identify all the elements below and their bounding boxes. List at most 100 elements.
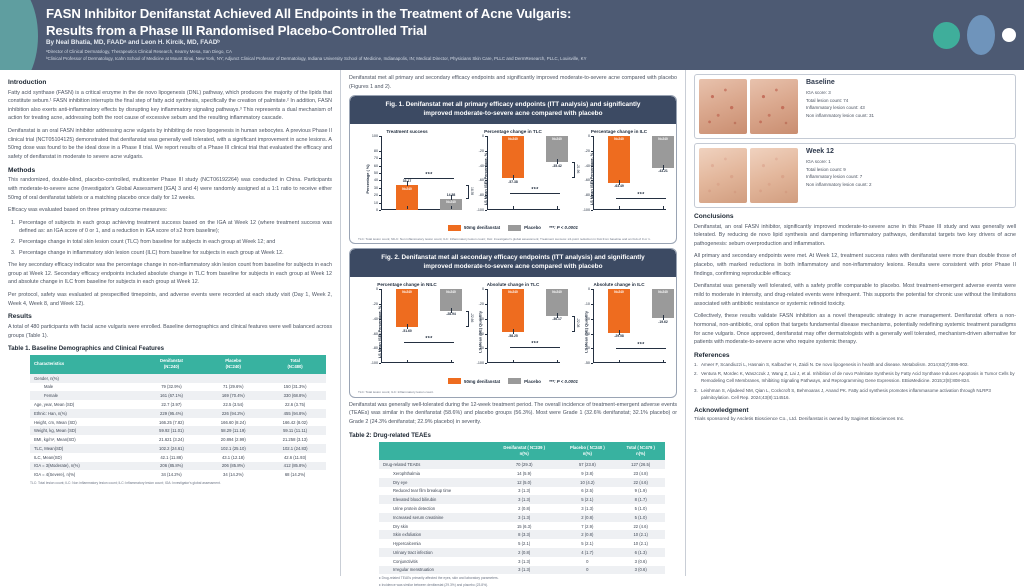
photo-caption-baseline: Baseline IGA score: 3 Total lesion count… [803, 79, 1011, 134]
x-tick [663, 206, 664, 210]
bar-rect [546, 135, 568, 163]
bar-n-label: N=240 [552, 137, 562, 142]
error-bar [512, 329, 514, 335]
column-header [379, 441, 491, 461]
bar-n-label: N=240 [508, 137, 518, 142]
author-list: By Neal Bhatia, MD, FAADᵃ and Leon H. Ki… [46, 39, 220, 46]
chart-panel-title: Absolute change in ILC [593, 282, 645, 288]
chart-panel: Percentage change in NILC LS Mean (SE) Pe… [354, 282, 474, 375]
intro-paragraph-1: Fatty acid synthase (FASN) is a critical… [8, 89, 332, 122]
photo-line: IGA score: 1 [806, 159, 831, 164]
table-row: Dry eye 12 (5.0) 10 (4.2) 22 (4.6) [379, 477, 665, 487]
row-label: Reduced tear film breakup time [379, 486, 491, 496]
y-tick-label: -100 [476, 361, 488, 366]
conclusion-paragraph-3: Denifanstat was generally well tolerated… [694, 283, 1016, 307]
figure-1-title: Fig. 1. Denifanstat met all primary effi… [350, 96, 676, 124]
table-cell: 79 (32.9%) [140, 382, 203, 392]
x-tick [557, 359, 558, 363]
y-tick-label: 40 [373, 178, 382, 183]
table-row: Urinary tract infection 2 (0.8) 4 (1.7) 6 (… [379, 547, 665, 557]
x-tick [513, 359, 514, 363]
plot-area: N=240 -58.25 N=240 -36.17 -22.08 *** [487, 289, 580, 364]
y-axis-ticks: 0 10 20 30 40 50 60 70 80 100 [368, 133, 382, 212]
y-tick-label: -60 [478, 331, 488, 336]
bar-denifanstat: N=240 -57.38 [502, 135, 524, 209]
table-row: Irregular menstruation 3 (1.3) 0 3 (0.6) [379, 565, 665, 575]
table-row: Reduced tear film breakup time 3 (1.3) 6 (… [379, 486, 665, 496]
y-tick-label: -80 [372, 346, 382, 351]
error-bar [618, 179, 620, 185]
difference-label: -21.96 [576, 164, 580, 174]
significance-line [510, 193, 560, 195]
table-cell [140, 373, 203, 383]
table-cell [202, 373, 265, 383]
reference-text: Ameer F, Scandiuzzi L, Hasnain S, Kalbac… [701, 361, 969, 367]
y-tick-label: 100 [371, 133, 382, 138]
table-cell: 2 (0.8) [558, 530, 617, 540]
y-tick-label: 50 [373, 170, 382, 175]
figure-1-body: Treatment success Percentage ( %) 0 10 20 30 4… [350, 124, 676, 234]
table-cell: 57 (23.8) [558, 460, 617, 469]
x-tick [407, 359, 408, 363]
table-cell: 0 [558, 565, 617, 575]
bar-placebo: N=240 14.58 [440, 136, 462, 210]
y-tick-label: 0 [481, 287, 488, 292]
bar-denifanstat: N=240 -63.49 [608, 135, 630, 209]
methods-paragraph-3: The key secondary efficacy indicator was… [8, 262, 332, 286]
row-label: Dry skin [379, 521, 491, 531]
column-header: Characteristics [30, 355, 141, 374]
table-row: Ethnic: Han, n(%) 229 (95.4%) 226 (94.2%) 4… [30, 408, 326, 418]
figure-2-legend: 50mg denifanstat Placebo ***: P < 0.0001 [354, 378, 672, 385]
table-row: Height, cm, Mean (SD) 166.25 (7.82) 166.60… [30, 417, 326, 427]
bar-rect [652, 289, 674, 319]
bar-rect [608, 289, 630, 333]
bar-rect [502, 135, 524, 179]
table-row: Increased serum creatinine 3 (1.3) 2 (0.8)… [379, 512, 665, 522]
table-cell: 161 (67.1%) [140, 391, 203, 401]
poster-columns: Introduction Fatty acid synthase (FASN) … [0, 70, 1024, 587]
x-tick [451, 206, 452, 210]
y-tick-label: 20 [373, 193, 382, 198]
table-cell: 3 (0.6) [616, 565, 665, 575]
bar-value-label: 14.58 [446, 193, 456, 198]
y-tick-label: -50 [584, 361, 594, 366]
baseline-demographics-table: Characteristics Denifanstat (N=240) Placebo… [30, 355, 326, 480]
photo-title: Baseline [806, 79, 835, 86]
chart-panel: Treatment success Percentage ( %) 0 10 20 30 4… [354, 129, 474, 222]
table-cell: 22 (4.6) [616, 521, 665, 531]
table-cell: 6 (1.3) [616, 547, 665, 557]
bar-denifanstat: N=240 -58.25 [502, 289, 524, 362]
bar-placebo: N=240 -19.62 [652, 289, 674, 362]
significance-marker: *** [637, 191, 645, 198]
y-tick-label: 0 [481, 133, 488, 138]
table-cell: 102.1 (25.10) [202, 444, 265, 453]
column-header: Denifanstat ( N=239 ) n(%) [490, 441, 559, 461]
difference-label: -22.08 [576, 317, 580, 328]
photo-line: Inflammatory lesion count: 43 [806, 105, 865, 111]
table-cell: 0 [558, 556, 617, 566]
table-cell: 12 (5.0) [490, 477, 559, 487]
figure-1-footnote: TLC: Total lesion count; NILC: Non infla… [358, 236, 651, 241]
table-body: Gender, n(%) Male 79 (32.9%) 71 (29.6%) 150 … [30, 373, 326, 480]
table-row: Dry skin 15 (6.3) 7 (2.9) 22 (4.6) [379, 521, 665, 531]
bar-denifanstat: N=240 -51.60 [396, 289, 418, 362]
table-cell: 9 (3.8) [558, 468, 617, 478]
table-row: Gender, n(%) [30, 373, 326, 383]
chart-panel: Percentage change in ILC LS Mean (SE) Per… [566, 129, 674, 222]
y-axis-ticks: 0 -20 -40 -60 -80 -100 [474, 287, 488, 366]
page-title: FASN Inhibitor Denifanstat Achieved All … [46, 5, 906, 40]
bar-rect [502, 289, 524, 333]
row-label: Female [30, 391, 141, 401]
table-cell: 43.1 (12.18) [202, 452, 265, 462]
table-cell: 3 (1.3) [490, 486, 559, 496]
significance-line [616, 347, 666, 349]
table-cell: 166.42 (8.02) [264, 417, 326, 427]
row-label: Skin exfoliation [379, 530, 491, 540]
table-cell: 206 (85.8%) [202, 461, 265, 471]
y-tick-label: 60 [373, 163, 382, 168]
patient-photo-icon [699, 79, 747, 134]
photo-line: Non inflammatory lesion count: 31 [806, 113, 875, 119]
bar-value-label: -35.42 [552, 163, 562, 168]
bar-n-label: N=240 [402, 186, 412, 191]
table-cell: 42.1 (11.88) [140, 452, 203, 462]
